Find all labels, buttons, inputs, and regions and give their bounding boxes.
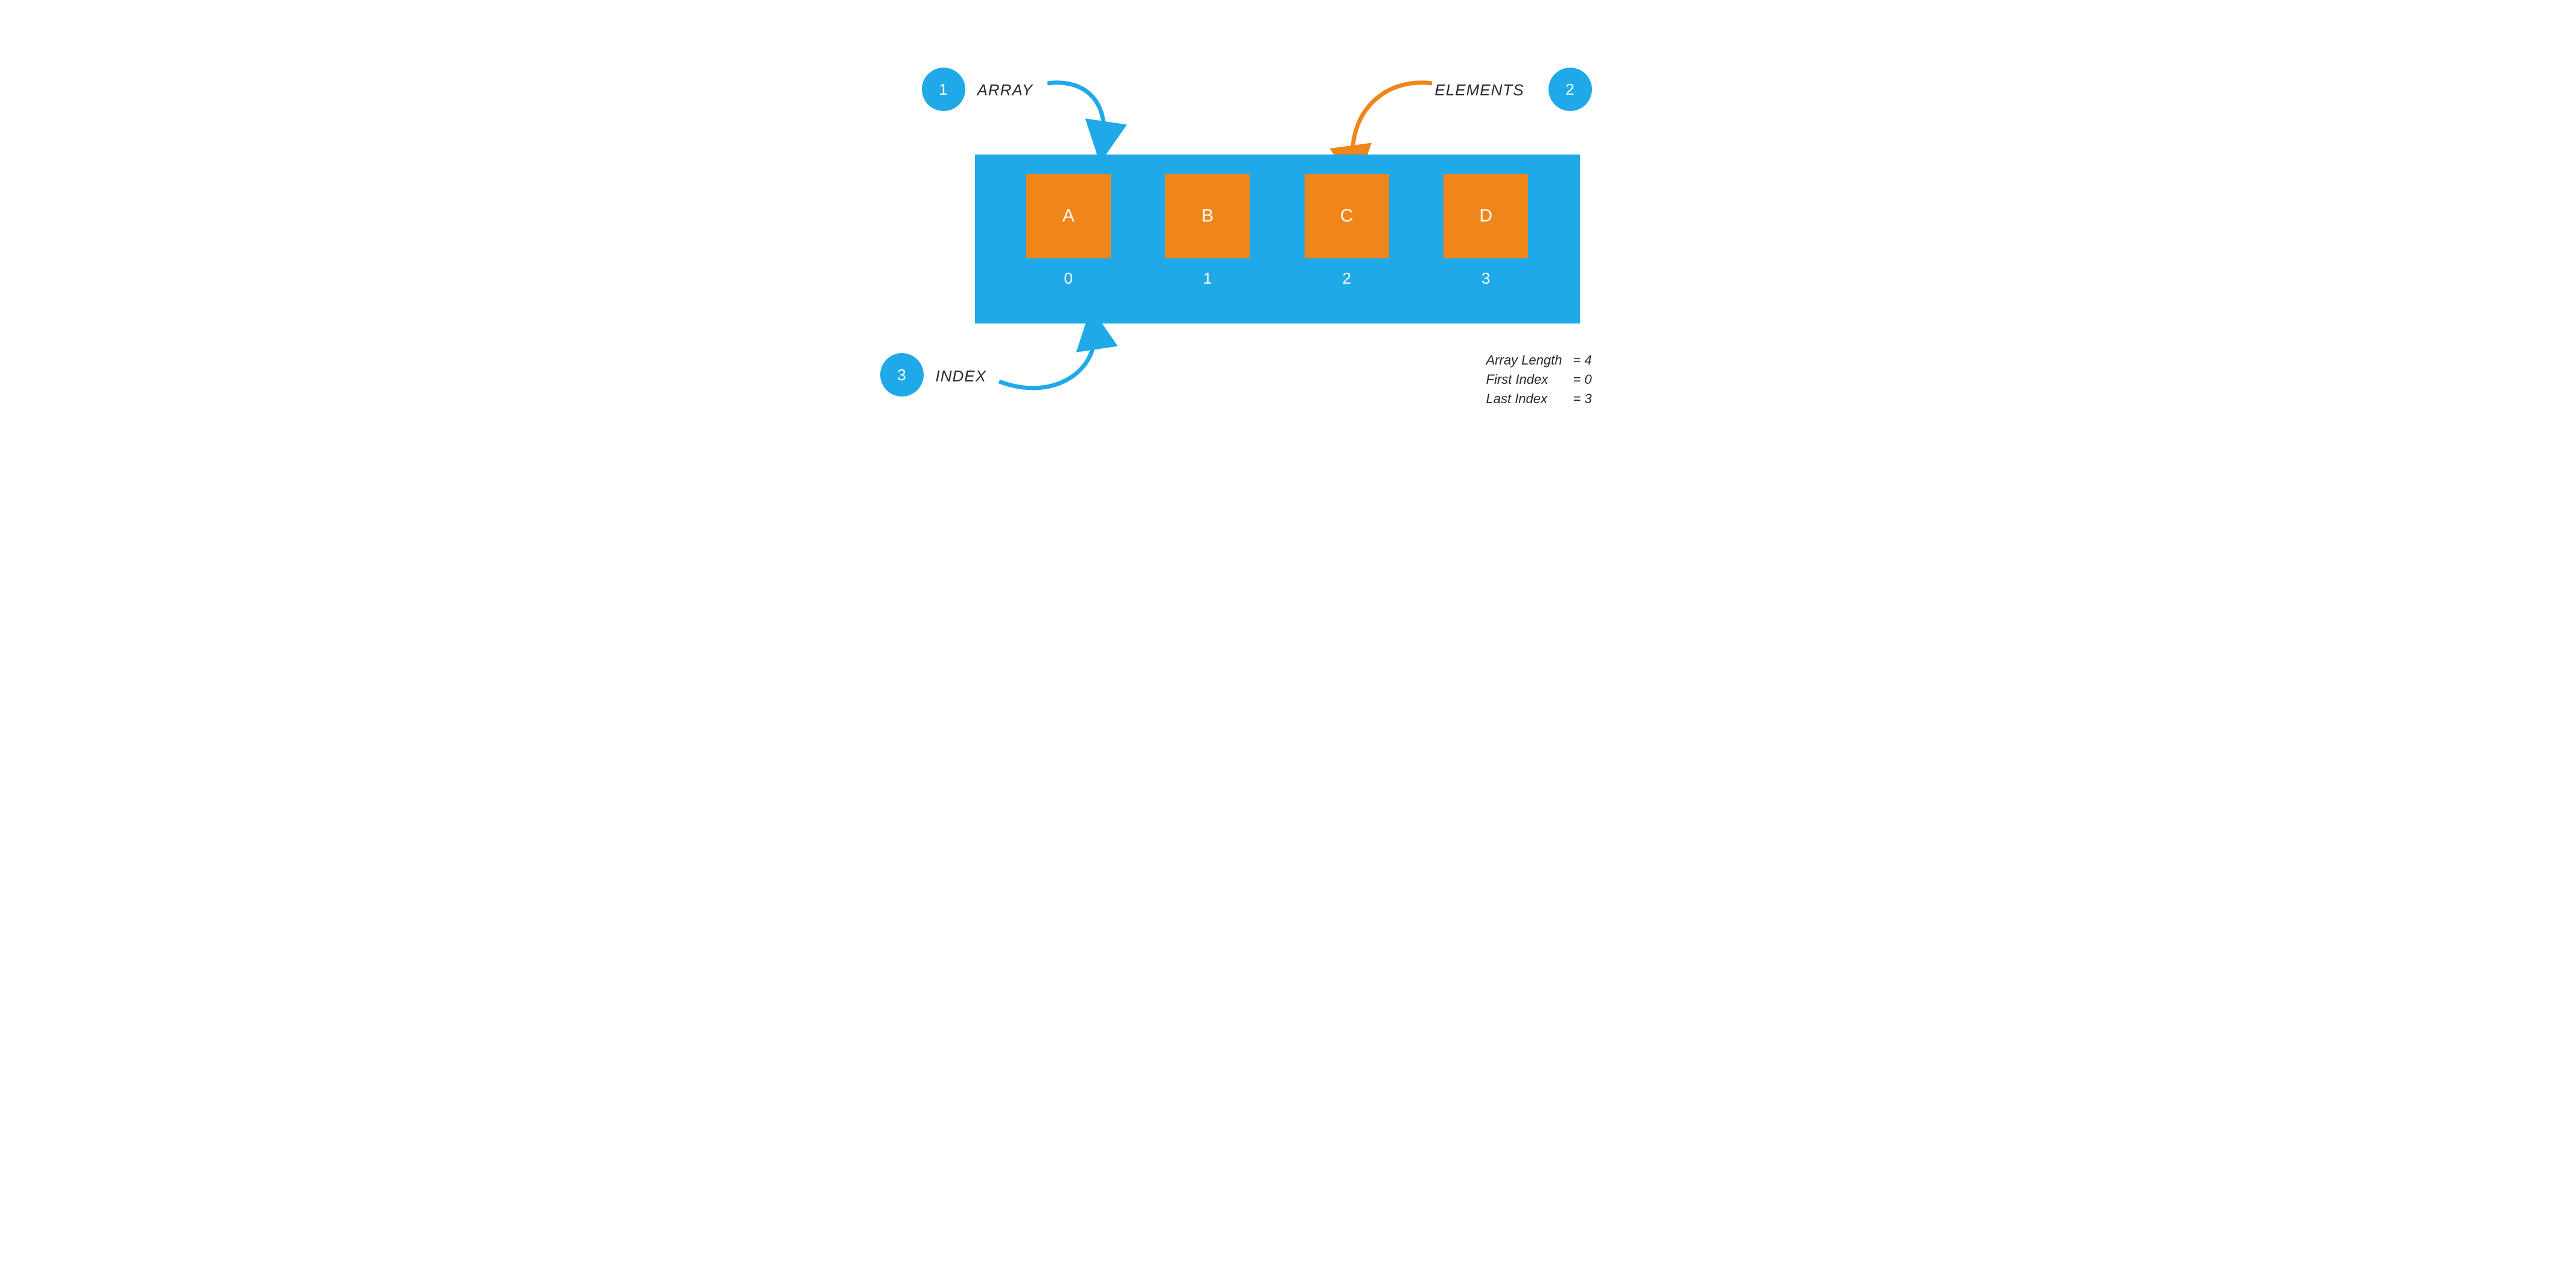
callout-label-index: INDEX	[936, 367, 986, 386]
info-value: = 3	[1568, 390, 1596, 408]
array-index-label: 3	[1481, 269, 1490, 288]
callout-badge-1: 1	[922, 68, 965, 111]
info-row: First Index= 0	[1481, 371, 1597, 389]
array-element: D	[1443, 174, 1528, 258]
array-column: C2	[1305, 174, 1389, 288]
info-label: Last Index	[1481, 390, 1567, 408]
callout-label-elements: ELEMENTS	[1435, 81, 1524, 100]
array-column: A0	[1026, 174, 1111, 288]
arrow-array	[1043, 71, 1121, 156]
array-element: B	[1165, 174, 1250, 258]
array-index-label: 0	[1064, 269, 1073, 288]
array-element: A	[1026, 174, 1111, 258]
callout-badge-3: 3	[880, 353, 924, 397]
array-index-label: 1	[1203, 269, 1212, 288]
array-column: B1	[1165, 174, 1250, 288]
info-table: Array Length= 4First Index= 0Last Index=…	[1480, 350, 1598, 409]
info-value: = 0	[1568, 371, 1596, 389]
info-label: First Index	[1481, 371, 1567, 389]
array-index-label: 2	[1343, 269, 1351, 288]
info-value: = 4	[1568, 351, 1596, 369]
diagram-stage: 1 ARRAY ELEMENTS 2 A0B1C2D3 3 INDEX	[819, 0, 1757, 469]
info-row: Last Index= 3	[1481, 390, 1597, 408]
info-label: Array Length	[1481, 351, 1567, 369]
array-column: D3	[1443, 174, 1528, 288]
array-element: C	[1305, 174, 1389, 258]
callout-label-array: ARRAY	[977, 81, 1034, 100]
arrow-index	[994, 321, 1115, 406]
array-container: A0B1C2D3	[975, 155, 1580, 324]
callout-badge-2: 2	[1548, 68, 1592, 111]
info-row: Array Length= 4	[1481, 351, 1597, 369]
